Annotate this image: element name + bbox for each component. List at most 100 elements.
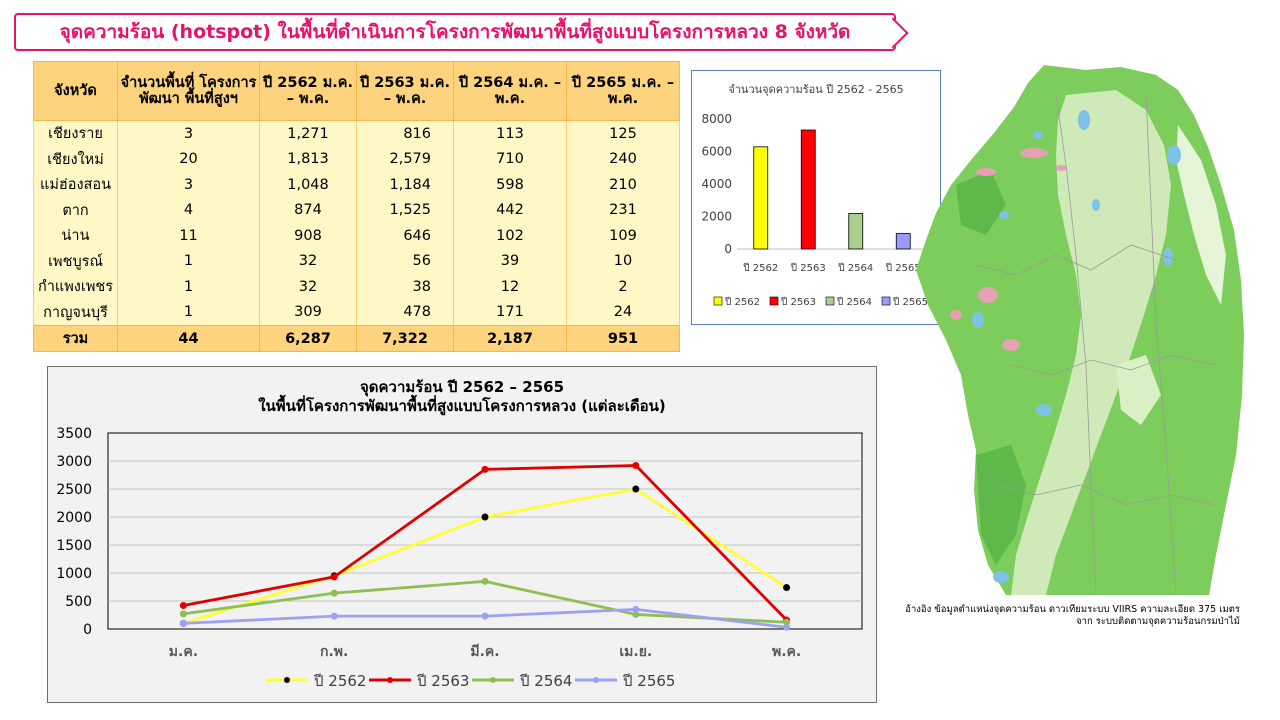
col-header-area-count: จำนวนพื้นที่ โครงการพัฒนา พื้นที่สูงฯ	[117, 61, 260, 121]
line-chart-y-tick-label: 1500	[56, 538, 92, 554]
bar-legend-swatch-1	[769, 296, 779, 306]
table-cell: 1,813	[259, 146, 357, 172]
bar-3	[895, 233, 911, 250]
line-chart-x-tick-label: พ.ค.	[772, 644, 801, 660]
line-legend-marker-1	[387, 677, 393, 683]
line-chart-x-tick-label: ก.พ.	[320, 644, 348, 660]
line-legend-marker-3	[593, 677, 599, 683]
line-chart-panel: จุดความร้อน ปี 2562 – 2565 ในพื้นที่โครงก…	[47, 366, 877, 703]
table-cell: 125	[566, 120, 680, 147]
bar-legend-label-1: ปี 2563	[780, 296, 816, 308]
line-chart-y-tick-label: 3000	[56, 454, 92, 470]
table-cell: 10	[566, 248, 680, 274]
page-title: จุดความร้อน (hotspot) ในพื้นที่ดำเนินการ…	[14, 13, 896, 51]
bar-chart-y-tick-label: 2000	[701, 210, 732, 224]
line-chart-y-tick-label: 0	[83, 622, 92, 638]
table-cell: เชียงราย	[33, 120, 118, 147]
bar-legend-label-0: ปี 2562	[724, 296, 760, 308]
line-chart-x-tick-label: เม.ย.	[619, 644, 652, 660]
table-cell: 38	[356, 274, 454, 300]
bar-chart: จำนวนจุดความร้อน ปี 2562 - 2565 0 2000 4000…	[701, 83, 928, 308]
col-header-2565: ปี 2565 ม.ค. – พ.ค.	[566, 61, 680, 121]
table-cell: 32	[259, 274, 357, 300]
line-point	[330, 589, 338, 597]
bar-legend-swatch-0	[713, 296, 723, 306]
bar-chart-x-tick-label: ปี 2565	[885, 262, 921, 274]
table-cell: 210	[566, 172, 680, 198]
table-cell: 171	[453, 299, 567, 326]
line-point	[783, 584, 791, 592]
table-cell: 109	[566, 223, 680, 249]
line-legend-label-1: ปี 2563	[416, 672, 469, 690]
northern-thailand-landcover-map-icon	[916, 65, 1244, 595]
line-point	[330, 612, 338, 620]
table-cell: 231	[566, 197, 680, 223]
table-cell: 1	[117, 299, 260, 326]
table-cell: 1,271	[259, 120, 357, 147]
table-cell: 874	[259, 197, 357, 223]
table-cell: 240	[566, 146, 680, 172]
table-cell: 478	[356, 299, 454, 326]
table-cell: 3	[117, 172, 260, 198]
col-header-2562: ปี 2562 ม.ค. – พ.ค.	[259, 61, 357, 121]
table-cell: 1	[117, 248, 260, 274]
bar-2	[848, 213, 864, 250]
line-chart-y-tick-label: 500	[65, 594, 92, 610]
table-row: ตาก 4 874 1,525 442 231	[33, 197, 680, 223]
line-point	[632, 485, 640, 493]
source-note: อ้างอิง ข้อมูลตำแหน่งจุดความร้อน ดาวเทีย…	[884, 604, 1240, 628]
table-cell: 102	[453, 223, 567, 249]
line-point	[481, 577, 489, 585]
line-chart-y-tick-label: 2500	[56, 482, 92, 498]
table-cell: 816	[356, 120, 454, 147]
table-cell: เชียงใหม่	[33, 146, 118, 172]
bar-chart-panel: จำนวนจุดความร้อน ปี 2562 - 2565 0 2000 4000…	[691, 70, 941, 325]
bar-legend-swatch-2	[825, 296, 835, 306]
line-chart: จุดความร้อน ปี 2562 – 2565ในพื้นที่โครงก…	[56, 378, 863, 690]
bar-chart-x-tick-label: ปี 2564	[838, 262, 874, 274]
line-legend-marker-2	[490, 677, 496, 683]
table-cell: กาญจนบุรี	[33, 299, 118, 326]
line-legend-label-2: ปี 2564	[519, 672, 572, 690]
table-row: เชียงราย 3 1,271 816 113 125	[33, 120, 680, 147]
table-cell: ตาก	[33, 197, 118, 223]
table-cell: 1	[117, 274, 260, 300]
line-chart-y-tick-label: 1000	[56, 566, 92, 582]
col-header-2563: ปี 2563 ม.ค. – พ.ค.	[356, 61, 454, 121]
bar-chart-x-tick-label: ปี 2562	[743, 262, 779, 274]
source-note-line-2: จาก ระบบติดตามจุดความร้อนกรมป่าไม้	[1076, 616, 1240, 627]
table-cell: 2,579	[356, 146, 454, 172]
table-row: น่าน 11 908 646 102 109	[33, 223, 680, 249]
table-cell: 1,525	[356, 197, 454, 223]
table-cell: 24	[566, 299, 680, 326]
table-row: เพชบูรณ์ 1 32 56 39 10	[33, 248, 680, 274]
bar-chart-title: จำนวนจุดความร้อน ปี 2562 - 2565	[728, 83, 903, 96]
line-point	[481, 612, 489, 620]
table-cell: แม่ฮ่องสอน	[33, 172, 118, 198]
table-cell: 3	[117, 120, 260, 147]
line-legend-marker-0	[284, 677, 290, 683]
line-point	[179, 601, 187, 609]
table-cell: 44	[117, 325, 260, 352]
table-cell: 39	[453, 248, 567, 274]
line-chart-title: จุดความร้อน ปี 2562 – 2565	[360, 378, 564, 397]
table-cell: 56	[356, 248, 454, 274]
table-cell: 12	[453, 274, 567, 300]
line-point	[481, 465, 489, 473]
bar-chart-y-tick-label: 6000	[701, 145, 732, 159]
table-cell: 710	[453, 146, 567, 172]
bar-0	[753, 146, 769, 250]
line-point	[783, 623, 791, 631]
table-cell: 309	[259, 299, 357, 326]
bar-chart-y-tick-label: 8000	[701, 112, 732, 126]
bar-chart-y-tick-label: 4000	[701, 177, 732, 191]
source-note-line-1: อ้างอิง ข้อมูลตำแหน่งจุดความร้อน ดาวเทีย…	[905, 604, 1240, 615]
bar-legend-label-2: ปี 2564	[836, 296, 872, 308]
line-point	[632, 461, 640, 469]
table-cell: 1,184	[356, 172, 454, 198]
line-chart-x-tick-label: ม.ค.	[169, 644, 198, 660]
table-cell: 6,287	[259, 325, 357, 352]
table-row: กำแพงเพชร 1 32 38 12 2	[33, 274, 680, 300]
line-chart-y-tick-label: 3500	[56, 426, 92, 442]
line-point	[179, 619, 187, 627]
